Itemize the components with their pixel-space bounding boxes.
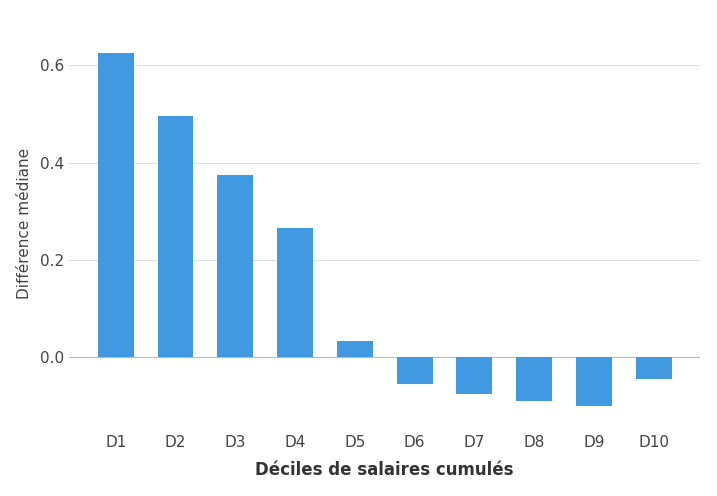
Bar — [158, 117, 194, 357]
Bar — [636, 357, 672, 379]
Bar — [516, 357, 552, 401]
Bar — [337, 341, 373, 357]
Bar — [457, 357, 493, 394]
Bar — [98, 53, 133, 357]
Bar — [576, 357, 612, 406]
Bar — [277, 228, 313, 357]
Bar — [217, 175, 253, 357]
X-axis label: Déciles de salaires cumulés: Déciles de salaires cumulés — [255, 461, 514, 479]
Bar — [397, 357, 432, 384]
Y-axis label: Différence médiane: Différence médiane — [16, 148, 32, 299]
